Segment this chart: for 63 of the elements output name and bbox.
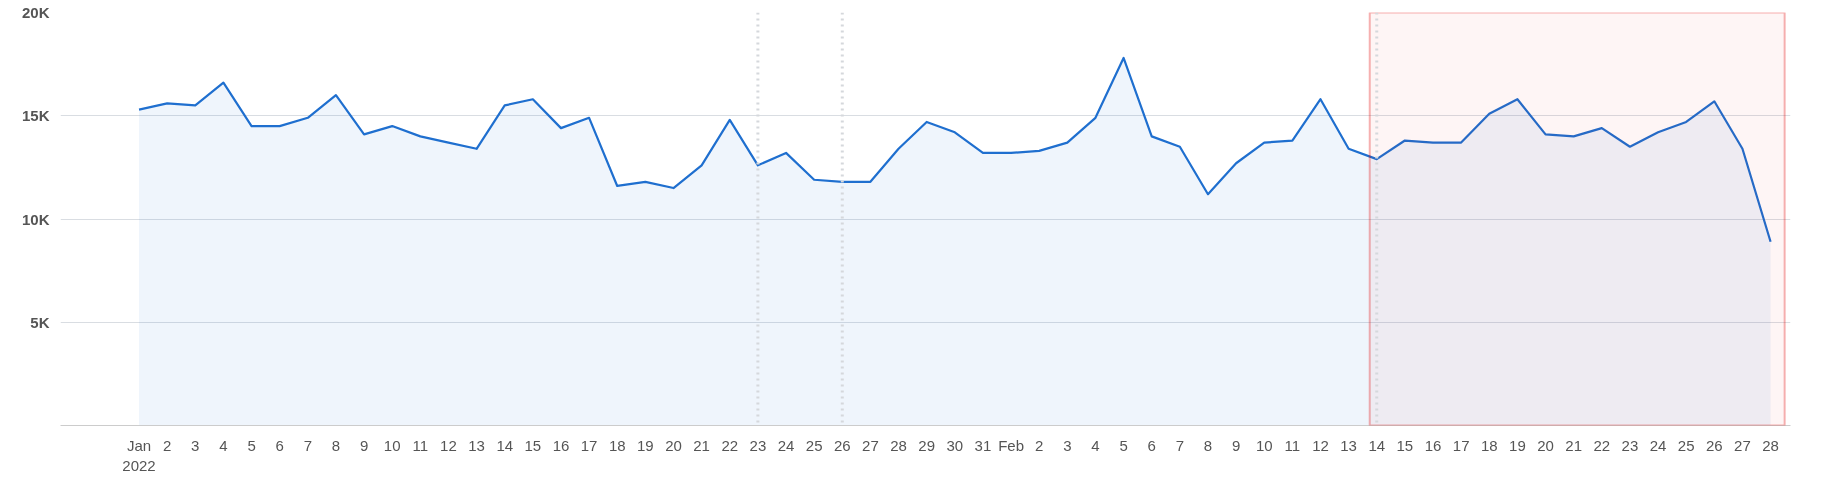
x-tick-label: 3 — [191, 436, 200, 454]
x-tick-label: Feb — [998, 436, 1024, 454]
x-tick-label: 17 — [1452, 436, 1470, 454]
x-tick-label: 6 — [1147, 436, 1156, 454]
x-tick-label: 26 — [833, 436, 851, 454]
y-tick-label: 15K — [21, 107, 50, 125]
x-tick-label: 14 — [496, 436, 514, 454]
x-tick-label: 19 — [637, 436, 654, 454]
x-tick-label: 2 — [1035, 436, 1044, 454]
x-tick-label: 22 — [721, 436, 739, 454]
x-tick-label: 25 — [1677, 436, 1695, 454]
x-tick-label: 6 — [275, 436, 284, 454]
x-tick-label: 10 — [383, 436, 401, 454]
x-tick-label: 12 — [1312, 436, 1329, 454]
x-tick-label: 2 — [162, 436, 172, 454]
x-tick-label: Jan 2022 — [122, 436, 156, 474]
x-tick-label: 7 — [303, 436, 312, 454]
x-tick-label: 8 — [331, 436, 341, 454]
x-tick-label: 4 — [1091, 436, 1100, 454]
x-tick-label: 23 — [1621, 436, 1639, 454]
x-tick-label: 7 — [1175, 436, 1185, 454]
x-tick-label: 8 — [1203, 436, 1213, 454]
x-tick-label: 23 — [749, 436, 767, 454]
x-tick-label: 26 — [1705, 436, 1723, 454]
x-tick-label: 13 — [468, 436, 485, 454]
x-tick-label: 27 — [862, 436, 879, 454]
x-tick-label: 28 — [1762, 436, 1779, 454]
x-tick-label: 28 — [890, 436, 907, 454]
x-tick-label: 19 — [1509, 436, 1526, 454]
x-tick-label: 25 — [805, 436, 823, 454]
x-tick-label: 4 — [219, 436, 228, 454]
x-tick-label: 21 — [693, 436, 710, 454]
x-tick-label: 15 — [1396, 436, 1414, 454]
x-tick-label: 24 — [1649, 436, 1667, 454]
y-tick-label: 10K — [21, 210, 50, 228]
x-tick-label: 20 — [1537, 436, 1554, 454]
x-tick-label: 20 — [665, 436, 682, 454]
x-tick-label: 21 — [1565, 436, 1583, 454]
x-tick-label: 13 — [1340, 436, 1357, 454]
x-tick-label: 17 — [580, 436, 598, 454]
x-tick-label: 30 — [946, 436, 964, 454]
x-tick-label: 9 — [1231, 436, 1241, 454]
y-tick-label: 5K — [30, 313, 50, 331]
x-tick-label: 5 — [1119, 436, 1128, 454]
x-tick-label: 18 — [1480, 436, 1498, 454]
x-tick-label: 14 — [1368, 436, 1386, 454]
x-tick-label: 12 — [440, 436, 457, 454]
x-tick-label: 22 — [1593, 436, 1611, 454]
x-tick-label: 10 — [1255, 436, 1273, 454]
x-tick-label: 3 — [1063, 436, 1072, 454]
x-tick-label: 16 — [552, 436, 570, 454]
x-tick-label: 31 — [974, 436, 992, 454]
x-tick-label: 5 — [247, 436, 256, 454]
x-tick-label: 29 — [918, 436, 936, 454]
x-tick-label: 15 — [524, 436, 542, 454]
x-tick-label: 18 — [608, 436, 626, 454]
x-tick-label: 24 — [777, 436, 795, 454]
x-tick-label: 11 — [1284, 436, 1301, 454]
y-tick-label: 20K — [21, 4, 50, 21]
x-tick-label: 27 — [1734, 436, 1751, 454]
x-tick-label: 11 — [412, 436, 429, 454]
x-tick-label: 16 — [1424, 436, 1442, 454]
x-tick-label: 9 — [359, 436, 369, 454]
